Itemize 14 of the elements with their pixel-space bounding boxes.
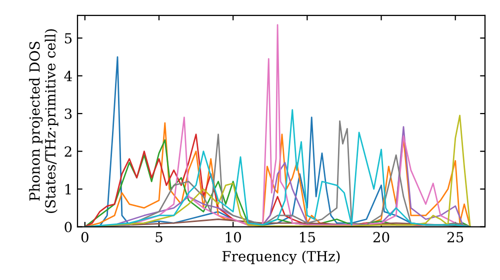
y-tick-label: 0 bbox=[64, 222, 72, 232]
x-tick-label: 25 bbox=[447, 232, 464, 242]
x-tick-label: 5 bbox=[156, 232, 162, 242]
x-tick-label: 20 bbox=[373, 232, 390, 242]
y-tick-label: 4 bbox=[64, 70, 72, 82]
y-tick-label: 2 bbox=[64, 146, 72, 157]
x-axis-title: Frequency (THz) bbox=[222, 250, 340, 264]
y-tick-label: 1 bbox=[65, 184, 71, 194]
y-tick-label: 5 bbox=[64, 33, 72, 44]
y-axis-title: Phonon projected DOS (States/THz·primitive cell) bbox=[29, 29, 58, 213]
x-tick-label: 0 bbox=[81, 232, 88, 242]
y-tick-label: 3 bbox=[64, 108, 72, 120]
x-tick-label: 15 bbox=[300, 232, 315, 242]
x-tick-label: 10 bbox=[226, 232, 242, 242]
